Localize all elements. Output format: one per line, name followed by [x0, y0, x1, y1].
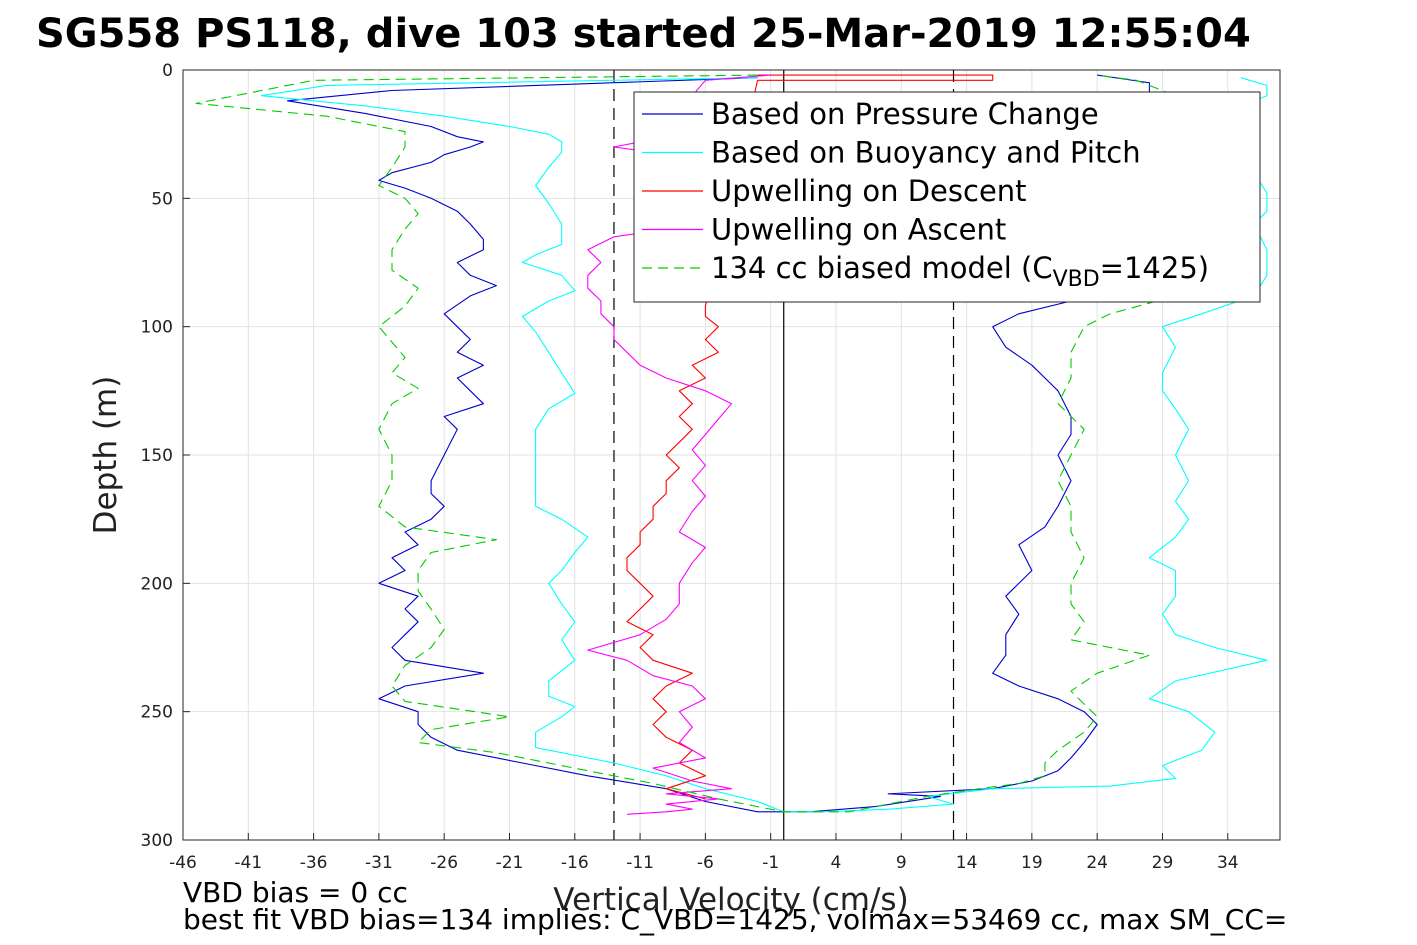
legend: Based on Pressure Change Based on Buoyanc…	[633, 91, 1261, 303]
x-tick-label: 4	[831, 853, 842, 873]
legend-label-2: Upwelling on Descent	[711, 174, 1027, 208]
x-tick-label: -1	[762, 853, 779, 873]
y-axis-label: Depth (m)	[88, 376, 124, 535]
x-tick-label: 9	[896, 853, 907, 873]
chart-title: SG558 PS118, dive 103 started 25-Mar-201…	[36, 11, 1251, 57]
x-tick-label: -6	[697, 853, 714, 873]
y-tick-label: 100	[141, 318, 173, 338]
legend-label-3: Upwelling on Ascent	[711, 213, 1006, 247]
legend-label-0: Based on Pressure Change	[711, 97, 1099, 131]
x-tick-label: -16	[561, 853, 589, 873]
x-tick-label: 24	[1086, 853, 1108, 873]
x-tick-label: -41	[234, 853, 262, 873]
y-tick-label: 0	[162, 61, 173, 81]
x-tick-label: 29	[1152, 853, 1174, 873]
x-tick-label: -26	[430, 853, 458, 873]
legend-box	[633, 91, 1261, 303]
series-line-0	[286, 74, 1150, 813]
y-tick-label: 150	[141, 446, 173, 466]
x-tick-label: -31	[365, 853, 393, 873]
x-tick-label: -11	[626, 853, 654, 873]
x-tick-labels: -46 -41 -36 -31 -26 -21 -16 -11 -6 -1 4 9 14 19 24 29 34	[169, 853, 1238, 873]
y-tick-label: 250	[141, 703, 173, 723]
footer-line-1: VBD bias = 0 cc	[183, 876, 408, 909]
legend-label-subscript: VBD	[1053, 267, 1100, 292]
legend-label-text: 134 cc biased model (C	[711, 251, 1053, 285]
legend-label-suffix: =1425)	[1100, 251, 1209, 285]
x-tick-label: 14	[956, 853, 978, 873]
x-tick-label: -46	[169, 853, 197, 873]
x-axis-label: Vertical Velocity (cm/s)	[553, 882, 908, 918]
x-tick-label: 34	[1217, 853, 1239, 873]
legend-label-text: Upwelling on Descent	[711, 174, 1027, 208]
series-line-4	[195, 74, 1229, 813]
y-tick-label: 50	[151, 189, 173, 209]
x-tick-label: -36	[300, 853, 328, 873]
footer-line-2: best fit VBD bias=134 implies: C_VBD=142…	[183, 903, 1287, 936]
y-tick-label: 300	[141, 831, 173, 851]
legend-label-text: Based on Buoyancy and Pitch	[711, 136, 1141, 170]
y-tick-label: 200	[141, 574, 173, 594]
y-tick-labels: 0 50 100 150 200 250 300	[141, 61, 173, 851]
series-line-1	[260, 77, 1268, 813]
legend-label-text: Upwelling on Ascent	[711, 213, 1006, 247]
legend-label-4: 134 cc biased model (CVBD=1425)	[711, 251, 1209, 292]
x-tick-label: 19	[1021, 853, 1043, 873]
x-tick-label: -21	[496, 853, 524, 873]
series-line-2	[626, 74, 994, 800]
plot-frame	[182, 69, 1281, 841]
legend-label-text: Based on Pressure Change	[711, 97, 1099, 131]
legend-label-1: Based on Buoyancy and Pitch	[711, 136, 1141, 170]
